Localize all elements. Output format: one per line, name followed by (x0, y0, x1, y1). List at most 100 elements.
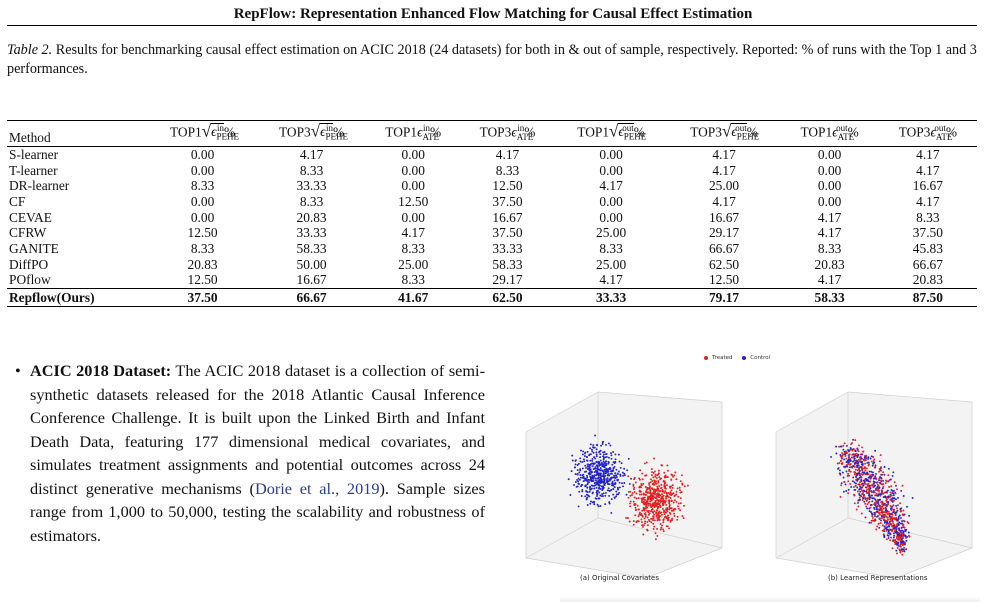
scatter-point (603, 462, 606, 465)
value-cell: 20.83 (187, 256, 218, 272)
scatter-point (874, 515, 877, 518)
scatter-point (897, 544, 900, 547)
scatter-point (589, 453, 592, 456)
scatter-point (900, 541, 902, 544)
scatter-point (644, 522, 646, 525)
scatter-point (898, 514, 901, 517)
scatter-point (640, 484, 643, 487)
scatter-point (889, 495, 892, 498)
scatter-point (665, 495, 668, 498)
scatter-point (673, 499, 676, 502)
value-cell: 37.50 (492, 193, 523, 209)
scatter-point (656, 528, 659, 530)
scatter-point (648, 483, 651, 486)
scatter-point (592, 479, 595, 482)
scatter-point (891, 520, 894, 522)
value-cell: 25.00 (596, 256, 627, 272)
scatter-point (854, 471, 857, 474)
scatter-point (857, 478, 860, 481)
scatter-point (654, 500, 657, 503)
scatter-point (662, 521, 665, 524)
scatter-point (900, 517, 902, 520)
value-cell: 4.17 (916, 162, 940, 178)
scatter-point (605, 478, 608, 481)
scatter-point (602, 451, 605, 454)
scatter-point (876, 481, 879, 484)
scatter-point (641, 501, 643, 504)
scatter-point (603, 478, 606, 481)
scatter-point (676, 505, 679, 508)
scatter-point (870, 511, 872, 513)
value-cell: 33.33 (554, 288, 668, 308)
scatter-point (605, 460, 608, 463)
scatter-point (610, 498, 613, 501)
scatter-point (888, 528, 891, 531)
scatter-point (588, 481, 590, 484)
value-cell: 4.17 (299, 146, 324, 162)
scatter-point (638, 511, 641, 514)
scatter-point (885, 496, 888, 499)
scatter-point (602, 492, 605, 495)
scatter-point (657, 517, 660, 519)
scatter-point (636, 519, 639, 522)
scatter-point (884, 491, 887, 494)
scatter-point (598, 451, 601, 454)
scatter-point (577, 462, 580, 465)
scatter-point (585, 484, 587, 487)
scatter-point (590, 448, 593, 451)
scatter-point (596, 495, 598, 497)
scatter-point (876, 487, 879, 490)
scatter-point (611, 480, 614, 483)
scatter-point (864, 469, 867, 472)
scatter-point (881, 517, 883, 520)
scatter-point (857, 472, 860, 474)
scatter-point (886, 522, 889, 525)
scatter-point (591, 457, 594, 460)
scatter-point (860, 483, 863, 486)
scatter-point (623, 474, 626, 477)
scatter-point (852, 456, 855, 459)
scatter-point (647, 504, 650, 507)
scatter-point (852, 486, 855, 489)
value-cell: 0.00 (599, 209, 623, 225)
value-cell: 8.33 (190, 178, 215, 194)
scatter-point (641, 498, 644, 501)
scatter-point (877, 508, 880, 511)
scatter-point (844, 455, 847, 457)
scatter-point (890, 515, 893, 518)
scatter-point (847, 472, 850, 475)
scatter-point (868, 510, 871, 513)
value-cell: 0.00 (817, 162, 842, 178)
scatter-point (880, 467, 883, 470)
scatter-point (612, 451, 615, 453)
scatter-point (674, 508, 677, 511)
scatter-point (641, 524, 644, 527)
scatter-point (651, 471, 653, 474)
scatter-point (602, 486, 605, 489)
citation-link[interactable]: Dorie et al., 2019 (254, 478, 380, 498)
scatter-point (607, 442, 610, 445)
scatter-point (607, 462, 610, 465)
scatter-point (868, 491, 871, 494)
scatter-point (854, 462, 857, 464)
scatter-point (859, 498, 862, 501)
scatter-point (586, 476, 589, 479)
scatter-point (864, 482, 867, 485)
scatter-point (647, 502, 650, 505)
scatter-point (847, 462, 850, 465)
scatter-point (861, 473, 864, 476)
scatter-point (865, 478, 868, 481)
scatter-point (891, 499, 893, 501)
scatter-point (648, 512, 651, 515)
scatter-point (609, 444, 612, 447)
scatter-point (584, 495, 587, 498)
scatter-point (653, 510, 656, 513)
scatter-point (597, 477, 600, 480)
scatter-point (614, 458, 617, 461)
scatter-point (643, 503, 646, 506)
scatter-point (604, 491, 607, 494)
scatter-point (872, 455, 875, 458)
value-cell: 50.00 (296, 256, 327, 272)
scatter-point (570, 470, 573, 473)
scatter-point (660, 483, 663, 486)
